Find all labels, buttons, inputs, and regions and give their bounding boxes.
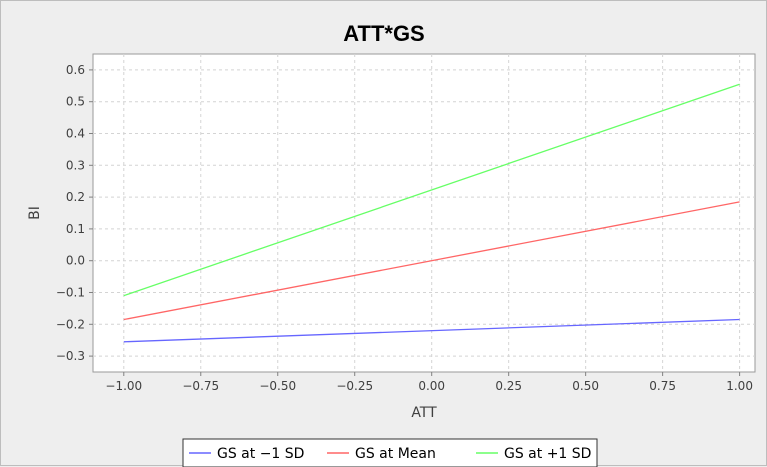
series-line-2 <box>123 83 740 297</box>
x-tick-label: −0.25 <box>336 379 373 393</box>
y-tick-label: −0.1 <box>56 286 85 300</box>
x-tick-label: 0.00 <box>418 379 445 393</box>
series-line-1 <box>123 201 740 321</box>
x-tick-label: −1.00 <box>105 379 142 393</box>
y-tick-label: 0.4 <box>66 127 85 141</box>
tick-marks: −1.00 −0.75 −0.50 −0.25 0.00 0.25 0.50 0.75 1.00… <box>56 63 753 393</box>
x-tick-label: −0.75 <box>182 379 219 393</box>
series-lines <box>123 83 740 343</box>
legend-box <box>182 438 598 467</box>
plot-area <box>92 53 756 373</box>
x-tick-label: 0.25 <box>495 379 522 393</box>
x-tick-label: 0.75 <box>649 379 676 393</box>
legend: GS at −1 SD GS at Mean GS at +1 SD <box>182 438 598 467</box>
series-line-0 <box>123 318 740 343</box>
y-tick-label: 0.2 <box>66 190 85 204</box>
x-axis-label: ATT <box>411 405 437 421</box>
y-tick-label: 0.5 <box>66 95 85 109</box>
y-tick-label: −0.2 <box>56 317 85 331</box>
legend-entry-2: GS at +1 SD <box>504 446 591 462</box>
y-tick-label: 0.3 <box>66 158 85 172</box>
y-tick-label: 0.6 <box>66 63 85 77</box>
chart-title: ATT*GS <box>343 21 424 46</box>
x-tick-label: 1.00 <box>726 379 753 393</box>
y-tick-label: −0.3 <box>56 349 85 363</box>
y-axis-label: BI <box>27 206 43 220</box>
x-tick-label: −0.50 <box>259 379 296 393</box>
x-tick-label: 0.50 <box>572 379 599 393</box>
y-tick-label: 0.1 <box>66 222 85 236</box>
legend-entry-1: GS at Mean <box>355 446 436 462</box>
legend-entry-0: GS at −1 SD <box>217 446 304 462</box>
y-tick-label: 0.0 <box>66 254 85 268</box>
